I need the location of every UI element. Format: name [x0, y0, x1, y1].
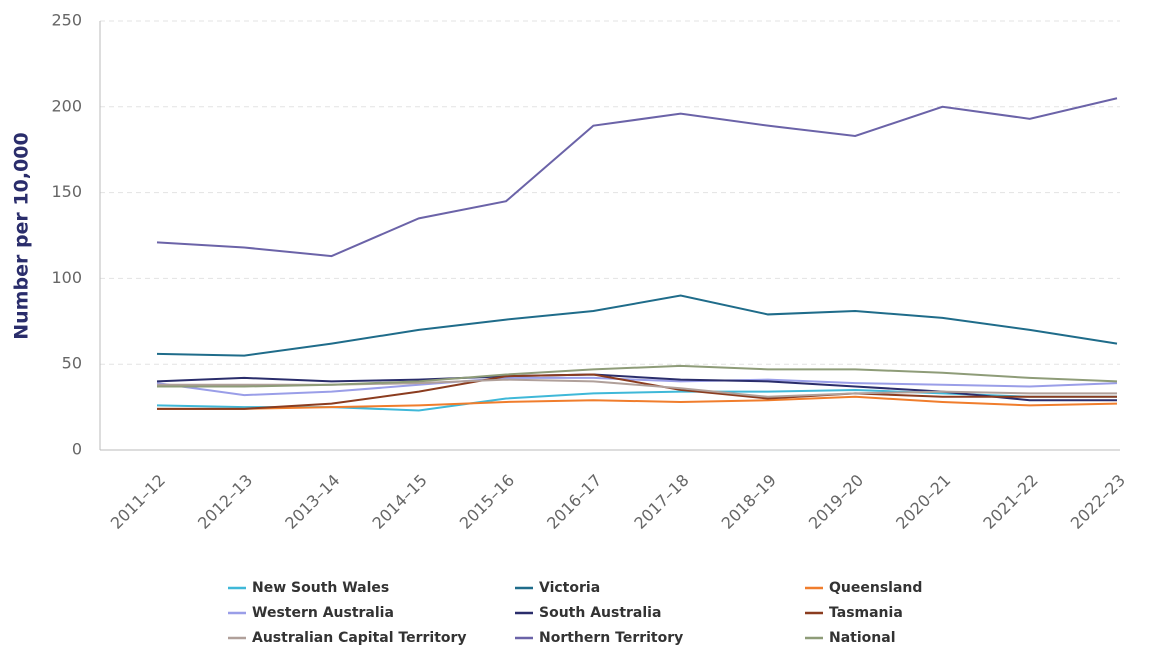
x-tick-label: 2012–13	[194, 471, 256, 533]
y-axis-label: Number per 10,000	[11, 132, 33, 340]
x-tick-label: 2013–14	[281, 471, 343, 533]
line	[156, 376, 1118, 397]
legend-label: Northern Territory	[539, 630, 683, 646]
x-tick-label: 2021–22	[979, 471, 1041, 533]
x-tick-label: 2017–18	[630, 471, 692, 533]
y-tick-label: 200	[51, 96, 82, 115]
x-tick-label: 2020–21	[892, 471, 954, 533]
line	[157, 373, 1117, 410]
legend-label: Tasmania	[829, 605, 903, 621]
line	[156, 97, 1118, 258]
line	[157, 395, 1118, 410]
y-tick-label: 0	[72, 440, 82, 459]
line	[156, 294, 1118, 357]
legend-label: South Australia	[539, 605, 661, 621]
legend-label: National	[829, 630, 896, 646]
line	[157, 364, 1118, 388]
legend-label: Victoria	[539, 580, 600, 596]
x-tick-label: 2018–19	[718, 471, 780, 533]
legend-label: Queensland	[829, 580, 922, 596]
y-tick-label: 50	[62, 354, 82, 373]
y-tick-label: 150	[51, 182, 82, 201]
x-tick-label: 2015–16	[456, 471, 518, 533]
x-tick-label: 2014–15	[369, 471, 431, 533]
legend-label: New South Wales	[252, 580, 389, 596]
x-tick-label: 2019–20	[805, 471, 867, 533]
legend-label: Australian Capital Territory	[252, 630, 467, 646]
line	[156, 373, 1117, 402]
y-tick-label: 100	[51, 268, 82, 287]
x-tick-label: 2016–17	[543, 471, 605, 533]
x-tick-label: 2011–12	[107, 471, 169, 533]
y-tick-label: 250	[51, 11, 82, 30]
legend-label: Western Australia	[252, 605, 394, 621]
x-tick-label: 2022–23	[1067, 471, 1129, 533]
